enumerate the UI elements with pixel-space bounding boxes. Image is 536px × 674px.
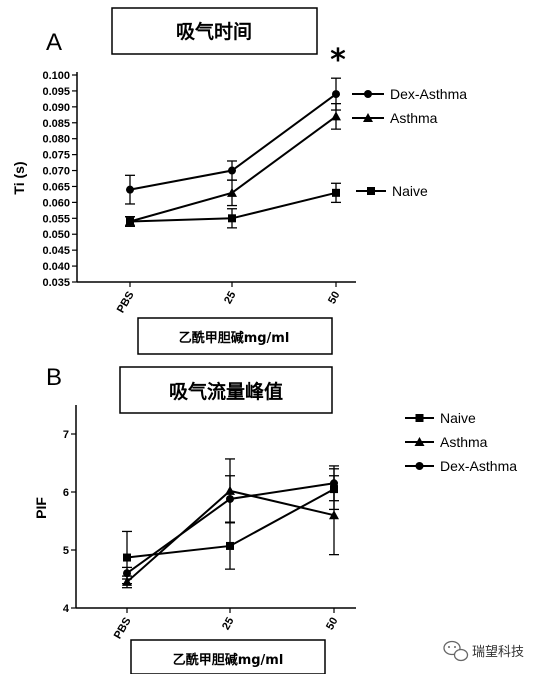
panel-a-legend-naive-marker	[367, 187, 375, 195]
panel-b-naive-point	[226, 541, 234, 550]
panel-a-y-tick-label: 0.075	[42, 150, 70, 162]
watermark-text: 瑞望科技	[472, 644, 524, 660]
panel-b-legend-dex-asthma-label: Dex-Asthma	[440, 458, 517, 474]
panel-b-legend-naive-marker	[415, 414, 424, 422]
panel-b-dex-asthma-point	[226, 494, 234, 503]
panel-a-y-tick-label: 0.100	[42, 70, 70, 82]
panel-a-title-box	[111, 7, 318, 55]
panel-b-y-tick-label: 5	[63, 545, 69, 557]
panel-a-dex-asthma-line	[129, 93, 337, 191]
panel-a-y-tick-label: 0.035	[42, 277, 70, 289]
panel-a-y-tick-label: 0.080	[42, 134, 70, 146]
panel-a-naive-point	[332, 188, 340, 197]
panel-a-asthma-point	[227, 187, 237, 197]
panel-b-x-tick-label: PBS	[112, 616, 134, 642]
panel-b-legend-asthma-marker	[414, 437, 425, 446]
panel-b-title-box	[119, 366, 333, 414]
panel-a-y-tick-label: 0.065	[42, 181, 70, 193]
panel-a-dex-asthma-point	[332, 90, 340, 99]
panel-a-asthma-point	[331, 111, 341, 121]
panel-b-y-tick-label: 4	[63, 603, 70, 615]
wechat-icon	[443, 640, 469, 662]
panel-a-y-tick-label: 0.050	[42, 229, 70, 241]
panel-b-y-tick-label: 7	[63, 429, 69, 441]
panel-a-x-tick-label: 25	[222, 290, 239, 307]
panel-a-legend-asthma-label: Asthma	[390, 110, 438, 126]
panel-a-naive-point	[126, 217, 134, 226]
panel-a-y-tick-label: 0.070	[42, 166, 70, 178]
panel-b-title: 吸气流量峰值	[169, 380, 283, 403]
panel-b-xlabel-box	[130, 639, 326, 674]
panel-a-legend-naive-label: Naive	[392, 183, 428, 199]
panel-a-x-tick-label: 50	[326, 290, 343, 307]
panel-b-asthma-point	[122, 576, 132, 586]
panel-b-x-tick-label: 50	[324, 616, 341, 633]
panel-b-dex-asthma-point	[330, 479, 338, 488]
panel-a-plot: 0.035 0.040 0.045 0.050 0.055 0.060 0.065 0.070…	[42, 70, 467, 315]
panel-a-y-tick-label: 0.085	[42, 118, 70, 130]
panel-a-legend-dex-asthma-marker	[364, 90, 372, 98]
significance-star: *	[330, 43, 346, 78]
panel-b-plot: 4 5 6 7 PBS 25 50 Naive Asthma Dex-Asthma	[63, 405, 517, 641]
panel-a-title: 吸气时间	[176, 20, 252, 43]
panel-b-x-tick-label: 25	[220, 616, 237, 633]
panel-a-letter: A	[46, 29, 62, 56]
panel-b-legend-naive-label: Naive	[440, 410, 476, 426]
watermark: 瑞望科技	[443, 640, 524, 662]
panel-b-dex-asthma-point	[123, 569, 131, 578]
panel-a-y-axis-title: Ti (s)	[11, 161, 27, 194]
panel-a-legend-dex-asthma-label: Dex-Asthma	[390, 86, 467, 102]
panel-a-y-tick-label: 0.060	[42, 197, 70, 209]
panel-a-y-tick-label: 0.055	[42, 213, 70, 225]
panel-b-legend-asthma-label: Asthma	[440, 434, 488, 450]
panel-a-dex-asthma-point	[126, 185, 134, 194]
panel-a-y-tick-label: 0.040	[42, 261, 70, 273]
panel-a-y-tick-label: 0.090	[42, 102, 70, 114]
panel-a-x-tick-label: PBS	[115, 290, 137, 316]
panel-a-xlabel-box	[137, 317, 333, 355]
panel-a-y-tick-label: 0.045	[42, 245, 70, 257]
panel-b-naive-point	[123, 553, 131, 562]
panel-a-naive-point	[228, 214, 236, 223]
panel-b-asthma-point	[329, 510, 339, 520]
panel-b-legend-dex-asthma-marker	[415, 462, 424, 470]
panel-b-y-tick-label: 6	[63, 487, 69, 499]
panel-a-legend-asthma-marker	[363, 113, 373, 122]
panel-b-x-axis-title: 乙酰甲胆碱mg/ml	[173, 652, 284, 668]
panel-b-y-axis-title: PIF	[33, 497, 49, 519]
panel-a-x-axis-title: 乙酰甲胆碱mg/ml	[179, 330, 290, 346]
panel-a-dex-asthma-point	[228, 166, 236, 175]
panel-b-letter: B	[46, 364, 62, 391]
panel-a-y-tick-label: 0.095	[42, 86, 70, 98]
